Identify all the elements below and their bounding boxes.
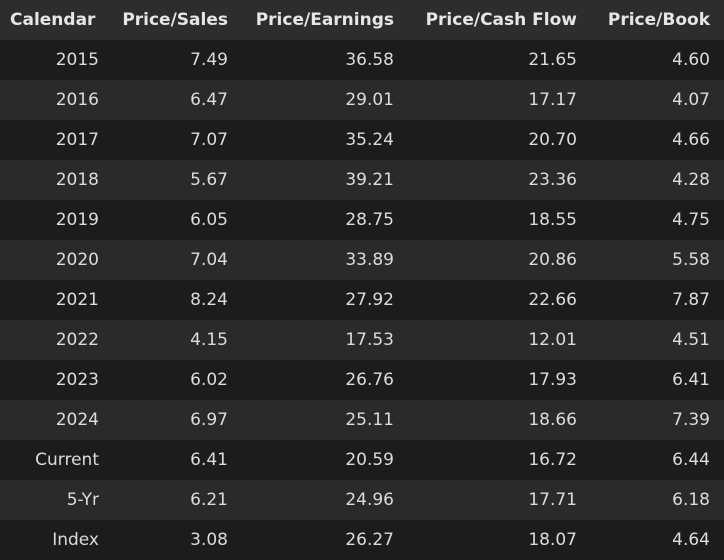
- calendar-cell: 2022: [55, 330, 99, 350]
- price-book-cell: 7.87: [672, 290, 710, 310]
- price-sales-cell: 8.24: [190, 290, 228, 310]
- table-header: Calendar Price/Sales Price/Earnings Pric…: [0, 0, 724, 40]
- calendar-cell: 5-Yr: [66, 490, 99, 510]
- price-cash-flow-cell: 22.66: [528, 290, 577, 310]
- price-earnings-cell: 39.21: [345, 170, 394, 190]
- table-row: 2015 7.49 36.58 21.65 4.60: [0, 40, 724, 80]
- calendar-cell: 2019: [55, 210, 99, 230]
- price-book-cell: 4.66: [672, 130, 710, 150]
- price-cash-flow-cell: 17.71: [528, 490, 577, 510]
- column-header-price-book[interactable]: Price/Book: [607, 10, 710, 30]
- price-cash-flow-cell: 18.55: [528, 210, 577, 230]
- price-sales-cell: 7.07: [190, 130, 228, 150]
- column-header-price-cash-flow[interactable]: Price/Cash Flow: [425, 10, 577, 30]
- price-sales-cell: 7.04: [190, 250, 228, 270]
- calendar-cell: Index: [52, 530, 99, 550]
- price-cash-flow-cell: 21.65: [528, 50, 577, 70]
- price-sales-cell: 6.41: [190, 450, 228, 470]
- price-earnings-cell: 20.59: [345, 450, 394, 470]
- price-cash-flow-cell: 20.70: [528, 130, 577, 150]
- calendar-cell: 2024: [55, 410, 99, 430]
- column-header-price-sales[interactable]: Price/Sales: [122, 10, 228, 30]
- price-book-cell: 6.18: [672, 490, 710, 510]
- table-row: 2021 8.24 27.92 22.66 7.87: [0, 280, 724, 320]
- price-book-cell: 4.60: [672, 50, 710, 70]
- calendar-cell: 2015: [55, 50, 99, 70]
- table-row: 2023 6.02 26.76 17.93 6.41: [0, 360, 724, 400]
- calendar-cell: 2016: [55, 90, 99, 110]
- price-book-cell: 7.39: [672, 410, 710, 430]
- price-sales-cell: 3.08: [190, 530, 228, 550]
- price-book-cell: 6.41: [672, 370, 710, 390]
- price-sales-cell: 6.47: [190, 90, 228, 110]
- price-sales-cell: 6.21: [190, 490, 228, 510]
- price-book-cell: 4.75: [672, 210, 710, 230]
- table-row: 2019 6.05 28.75 18.55 4.75: [0, 200, 724, 240]
- price-cash-flow-cell: 16.72: [528, 450, 577, 470]
- price-book-cell: 4.07: [672, 90, 710, 110]
- price-sales-cell: 7.49: [190, 50, 228, 70]
- column-header-price-earnings[interactable]: Price/Earnings: [255, 10, 394, 30]
- price-earnings-cell: 29.01: [345, 90, 394, 110]
- calendar-cell: Current: [35, 450, 99, 470]
- price-earnings-cell: 33.89: [345, 250, 394, 270]
- price-cash-flow-cell: 18.66: [528, 410, 577, 430]
- price-earnings-cell: 17.53: [345, 330, 394, 350]
- calendar-cell: 2023: [55, 370, 99, 390]
- price-earnings-cell: 35.24: [345, 130, 394, 150]
- price-cash-flow-cell: 12.01: [528, 330, 577, 350]
- table-body: 2015 7.49 36.58 21.65 4.60 2016 6.47 29.01 17.17…: [0, 40, 724, 560]
- price-earnings-cell: 24.96: [345, 490, 394, 510]
- price-book-cell: 6.44: [672, 450, 710, 470]
- calendar-cell: 2018: [55, 170, 99, 190]
- price-book-cell: 4.64: [672, 530, 710, 550]
- price-earnings-cell: 28.75: [345, 210, 394, 230]
- table-row: 2020 7.04 33.89 20.86 5.58: [0, 240, 724, 280]
- table-row: 2017 7.07 35.24 20.70 4.66: [0, 120, 724, 160]
- price-earnings-cell: 36.58: [345, 50, 394, 70]
- table-row: 2016 6.47 29.01 17.17 4.07: [0, 80, 724, 120]
- price-cash-flow-cell: 17.93: [528, 370, 577, 390]
- price-earnings-cell: 26.76: [345, 370, 394, 390]
- price-cash-flow-cell: 20.86: [528, 250, 577, 270]
- price-book-cell: 4.51: [672, 330, 710, 350]
- price-sales-cell: 4.15: [190, 330, 228, 350]
- price-sales-cell: 6.05: [190, 210, 228, 230]
- table-row: Index 3.08 26.27 18.07 4.64: [0, 520, 724, 560]
- header-row: Calendar Price/Sales Price/Earnings Pric…: [0, 0, 724, 40]
- price-sales-cell: 6.97: [190, 410, 228, 430]
- table-row: Current 6.41 20.59 16.72 6.44: [0, 440, 724, 480]
- price-sales-cell: 6.02: [190, 370, 228, 390]
- calendar-cell: 2017: [55, 130, 99, 150]
- price-cash-flow-cell: 18.07: [528, 530, 577, 550]
- price-earnings-cell: 26.27: [345, 530, 394, 550]
- price-cash-flow-cell: 17.17: [528, 90, 577, 110]
- price-earnings-cell: 25.11: [345, 410, 394, 430]
- price-cash-flow-cell: 23.36: [528, 170, 577, 190]
- table-row: 2024 6.97 25.11 18.66 7.39: [0, 400, 724, 440]
- table-row: 2022 4.15 17.53 12.01 4.51: [0, 320, 724, 360]
- price-sales-cell: 5.67: [190, 170, 228, 190]
- column-header-calendar[interactable]: Calendar: [10, 10, 96, 30]
- table-row: 5-Yr 6.21 24.96 17.71 6.18: [0, 480, 724, 520]
- price-earnings-cell: 27.92: [345, 290, 394, 310]
- price-book-cell: 4.28: [672, 170, 710, 190]
- calendar-cell: 2020: [55, 250, 99, 270]
- table-row: 2018 5.67 39.21 23.36 4.28: [0, 160, 724, 200]
- price-book-cell: 5.58: [672, 250, 710, 270]
- calendar-cell: 2021: [55, 290, 99, 310]
